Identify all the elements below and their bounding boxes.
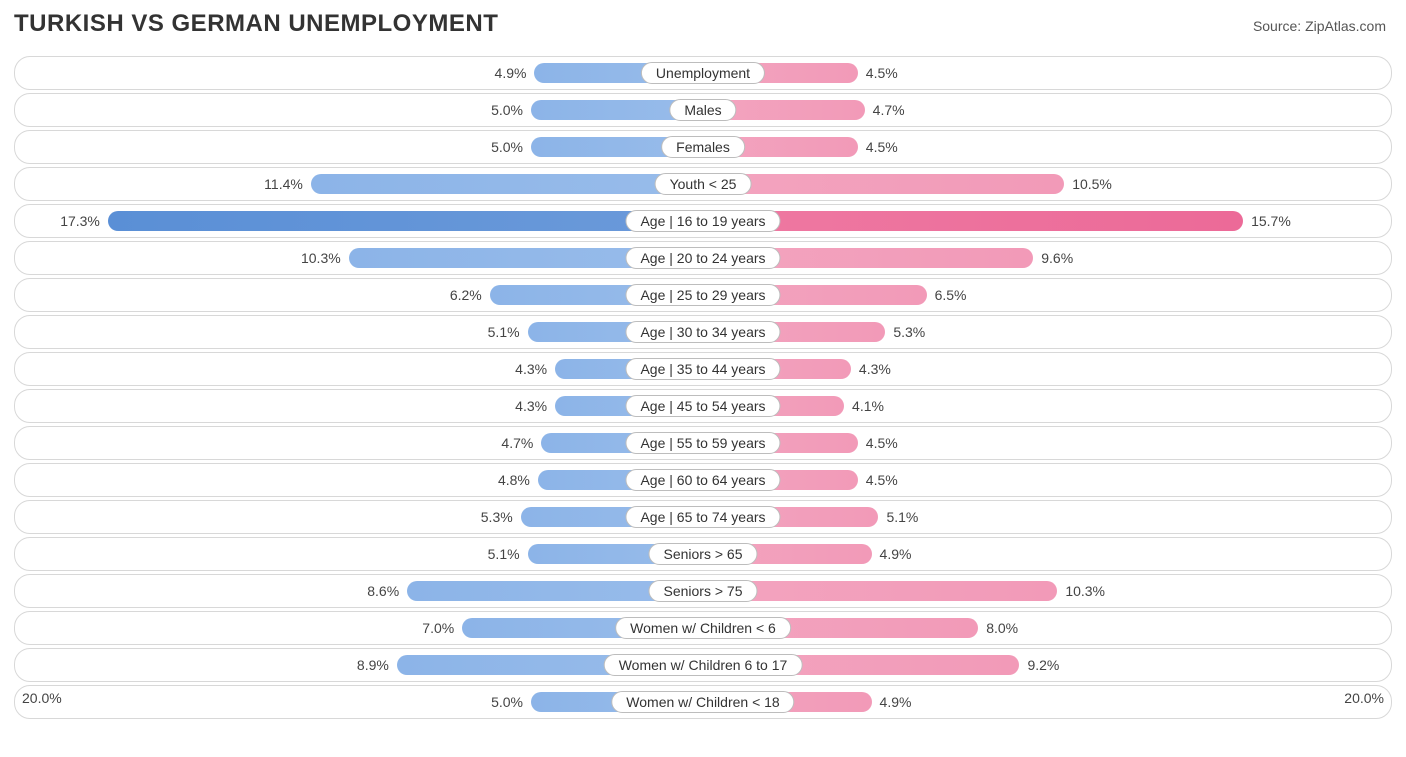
- category-pill: Age | 30 to 34 years: [625, 321, 780, 343]
- category-pill: Age | 60 to 64 years: [625, 469, 780, 491]
- value-left: 17.3%: [60, 213, 100, 229]
- value-left: 5.1%: [488, 324, 520, 340]
- axis-max-right: 20.0%: [1344, 690, 1384, 706]
- bar-row: 4.3% 4.1% Age | 45 to 54 years: [14, 389, 1392, 423]
- bar-right: [703, 174, 1064, 194]
- bar-row: 4.9% 4.5% Unemployment: [14, 56, 1392, 90]
- category-pill: Age | 65 to 74 years: [625, 506, 780, 528]
- bar-row: 5.1% 4.9% Seniors > 65: [14, 537, 1392, 571]
- bar-row: 11.4% 10.5% Youth < 25: [14, 167, 1392, 201]
- value-left: 6.2%: [450, 287, 482, 303]
- value-right: 9.6%: [1041, 250, 1073, 266]
- value-right: 4.3%: [859, 361, 891, 377]
- value-right: 8.0%: [986, 620, 1018, 636]
- category-pill: Age | 35 to 44 years: [625, 358, 780, 380]
- bar-row: 4.7% 4.5% Age | 55 to 59 years: [14, 426, 1392, 460]
- category-pill: Age | 55 to 59 years: [625, 432, 780, 454]
- value-right: 4.5%: [866, 139, 898, 155]
- bar-row: 17.3% 15.7% Age | 16 to 19 years: [14, 204, 1392, 238]
- value-left: 5.0%: [491, 139, 523, 155]
- category-pill: Age | 16 to 19 years: [625, 210, 780, 232]
- bar-row: 5.0% 4.7% Males: [14, 93, 1392, 127]
- bar-row: 7.0% 8.0% Women w/ Children < 6: [14, 611, 1392, 645]
- bar-row: 4.3% 4.3% Age | 35 to 44 years: [14, 352, 1392, 386]
- axis-max-left: 20.0%: [22, 690, 62, 706]
- value-left: 5.0%: [491, 102, 523, 118]
- value-left: 4.9%: [495, 65, 527, 81]
- category-pill: Women w/ Children < 18: [611, 691, 794, 713]
- value-left: 10.3%: [301, 250, 341, 266]
- value-right: 15.7%: [1251, 213, 1291, 229]
- category-pill: Women w/ Children 6 to 17: [604, 654, 803, 676]
- category-pill: Unemployment: [641, 62, 765, 84]
- category-pill: Females: [661, 136, 745, 158]
- value-right: 4.5%: [866, 65, 898, 81]
- bar-row: 6.2% 6.5% Age | 25 to 29 years: [14, 278, 1392, 312]
- value-right: 4.5%: [866, 435, 898, 451]
- value-left: 7.0%: [422, 620, 454, 636]
- category-pill: Seniors > 65: [649, 543, 758, 565]
- bar-rows: 4.9% 4.5% Unemployment 5.0% 4.7% Males 5.0% 4.5…: [14, 56, 1392, 719]
- value-right: 10.5%: [1072, 176, 1112, 192]
- value-left: 8.6%: [367, 583, 399, 599]
- bar-right: [703, 211, 1243, 231]
- bar-row: 5.3% 5.1% Age | 65 to 74 years: [14, 500, 1392, 534]
- bar-left: [108, 211, 703, 231]
- value-left: 5.1%: [488, 546, 520, 562]
- value-right: 4.7%: [873, 102, 905, 118]
- value-left: 8.9%: [357, 657, 389, 673]
- bar-row: 10.3% 9.6% Age | 20 to 24 years: [14, 241, 1392, 275]
- value-right: 10.3%: [1065, 583, 1105, 599]
- value-left: 4.3%: [515, 361, 547, 377]
- value-right: 9.2%: [1027, 657, 1059, 673]
- value-right: 5.1%: [886, 509, 918, 525]
- category-pill: Youth < 25: [655, 173, 752, 195]
- value-right: 4.9%: [880, 546, 912, 562]
- source-attribution: Source: ZipAtlas.com: [1253, 18, 1386, 34]
- bar-left: [311, 174, 703, 194]
- value-left: 4.3%: [515, 398, 547, 414]
- value-left: 11.4%: [264, 176, 303, 192]
- value-right: 4.1%: [852, 398, 884, 414]
- chart-title: TURKISH VS GERMAN UNEMPLOYMENT: [14, 10, 498, 38]
- diverging-bar-chart: 4.9% 4.5% Unemployment 5.0% 4.7% Males 5.0% 4.5…: [14, 56, 1392, 731]
- bar-row: 8.9% 9.2% Women w/ Children 6 to 17: [14, 648, 1392, 682]
- value-right: 4.5%: [866, 472, 898, 488]
- bar-row: 4.8% 4.5% Age | 60 to 64 years: [14, 463, 1392, 497]
- bar-row: 5.0% 4.5% Females: [14, 130, 1392, 164]
- category-pill: Women w/ Children < 6: [615, 617, 791, 639]
- value-left: 5.3%: [481, 509, 513, 525]
- value-left: 4.7%: [501, 435, 533, 451]
- value-right: 6.5%: [935, 287, 967, 303]
- value-right: 5.3%: [893, 324, 925, 340]
- value-left: 4.8%: [498, 472, 530, 488]
- bar-row: 8.6% 10.3% Seniors > 75: [14, 574, 1392, 608]
- bar-row: 5.1% 5.3% Age | 30 to 34 years: [14, 315, 1392, 349]
- category-pill: Age | 20 to 24 years: [625, 247, 780, 269]
- chart-container: TURKISH VS GERMAN UNEMPLOYMENT Source: Z…: [0, 0, 1406, 757]
- category-pill: Age | 25 to 29 years: [625, 284, 780, 306]
- category-pill: Seniors > 75: [649, 580, 758, 602]
- category-pill: Age | 45 to 54 years: [625, 395, 780, 417]
- category-pill: Males: [669, 99, 736, 121]
